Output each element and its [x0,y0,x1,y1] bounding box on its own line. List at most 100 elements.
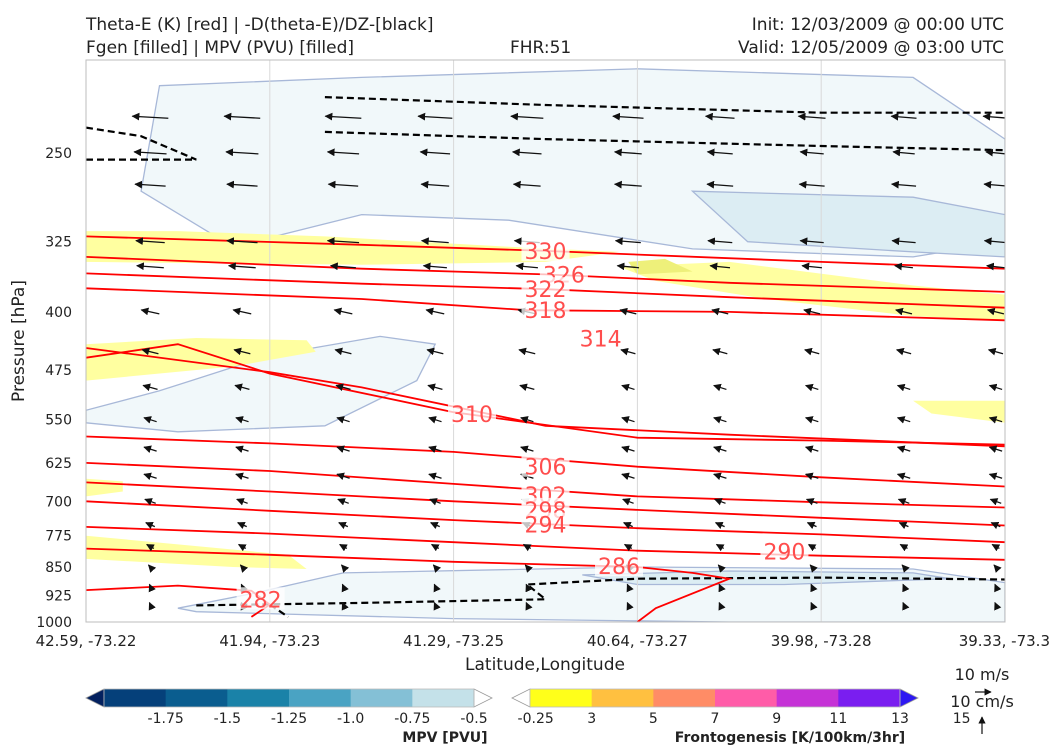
theta-e-label-294: 294 [525,514,567,539]
wind-vector [797,112,826,121]
wind-vector [520,445,534,453]
wind-vector [902,601,910,611]
wind-vector [226,237,258,246]
wind-vector [626,583,634,593]
fgen-colorbar: 3 5 7 9 11 13 15 [511,688,971,727]
mpv-high-extend [473,688,493,708]
wind-vector [895,307,913,316]
wind-vector [988,416,1003,424]
theta-e-line-290 [86,526,1005,561]
wind-vector [145,521,156,530]
title-left-line-1: Theta-E (K) [red] | -D(theta-E)/DZ-[blac… [86,15,434,35]
wind-vector [988,383,1003,392]
wind-vector [810,601,818,611]
fgen-region-0 [86,231,619,265]
wind-vector [717,564,726,573]
wind-vector [898,521,909,530]
wind-vector [804,445,819,453]
mpv-region-1 [86,335,437,433]
wind-vector [626,601,634,611]
wind-vector [718,583,726,593]
wind-vector [612,112,644,121]
theta-e-label-bg-330 [521,238,570,261]
wind-vector [227,262,256,271]
wind-vector [619,307,637,316]
fgen-swatch [591,689,654,707]
wind-vector [994,601,1002,611]
wind-vector [519,383,535,392]
wind-vector [713,445,727,453]
fgen-tick-label: 13 [891,711,909,727]
wind-vector [994,583,1002,593]
wind-vector [425,307,445,316]
theta-e-label-bg-314 [576,326,625,349]
wind-vector [510,112,544,121]
wind-vector [804,472,819,481]
wind-vector [707,237,733,246]
theta-e-label-286: 286 [598,555,640,580]
fgen-swatch [530,689,593,707]
fgen-tick-label: 9 [772,711,781,727]
mpv-swatch [227,689,290,707]
fgen-region-1 [619,261,1005,321]
theta-e-label-bg-290 [760,539,809,562]
wind-vector [613,180,642,189]
wind-vector [623,543,633,552]
wind-vector [334,347,352,356]
x-tick-label: 40.64, -73.27 [587,632,688,650]
wind-vector [336,472,350,481]
x-tick-label: 41.29, -73.25 [403,632,504,650]
dthetae-dz-contours [86,96,1005,618]
wind-vector [337,498,349,506]
wind-vector [622,498,634,506]
wind-vector [894,262,913,271]
wind-vector [801,262,822,271]
wind-vector [234,383,250,392]
wind-vector [237,521,247,530]
wind-vector [520,416,534,424]
y-tick-label: 775 [45,529,72,545]
wind-vector [891,237,916,246]
wind-vector [326,237,360,245]
wind-vector [616,262,640,271]
wind-vector [804,347,820,356]
wind-vector [621,383,635,392]
wind-vector [621,472,635,481]
wind-vector [428,472,442,481]
theta-e-label-bg-294 [521,512,570,535]
wind-vector [326,148,360,157]
wind-vector [986,262,1005,271]
wind-vector [709,262,731,271]
filled-contours [86,68,1005,622]
y-tick-label: 700 [45,494,72,510]
wind-vector [225,148,259,157]
wind-vector [902,583,910,593]
wind-vector [143,416,157,424]
wind-vector [897,498,910,506]
theta-e-label-bg-286 [595,554,644,577]
fgen-tick-label: 11 [829,711,847,727]
wind-vector [433,583,441,593]
wind-vector [613,148,642,157]
wind-vector [990,521,1001,530]
wind-vector [892,148,915,157]
wind-vector [896,383,911,392]
wind-vector [718,601,726,611]
wind-vector [235,472,249,481]
wind-vector [336,416,350,424]
mpv-tick-label: -1.75 [148,711,184,727]
wind-vectors [131,112,1005,611]
title-left-line-2: Fgen [filled] | MPV (PVU) [filled] [86,38,355,58]
wind-vector [715,543,725,552]
theta-e-label-318: 318 [525,299,567,324]
wind-vector [237,543,247,552]
mpv-tick-label: -0.25 [518,711,554,727]
dthetae-dz-line-3 [324,130,1005,152]
wind-vector [621,416,635,424]
wind-vector [712,347,728,356]
wind-vector [991,543,1001,552]
theta-e-label-290: 290 [763,541,805,566]
wind-vector [522,543,532,552]
wind-vector [329,262,356,271]
